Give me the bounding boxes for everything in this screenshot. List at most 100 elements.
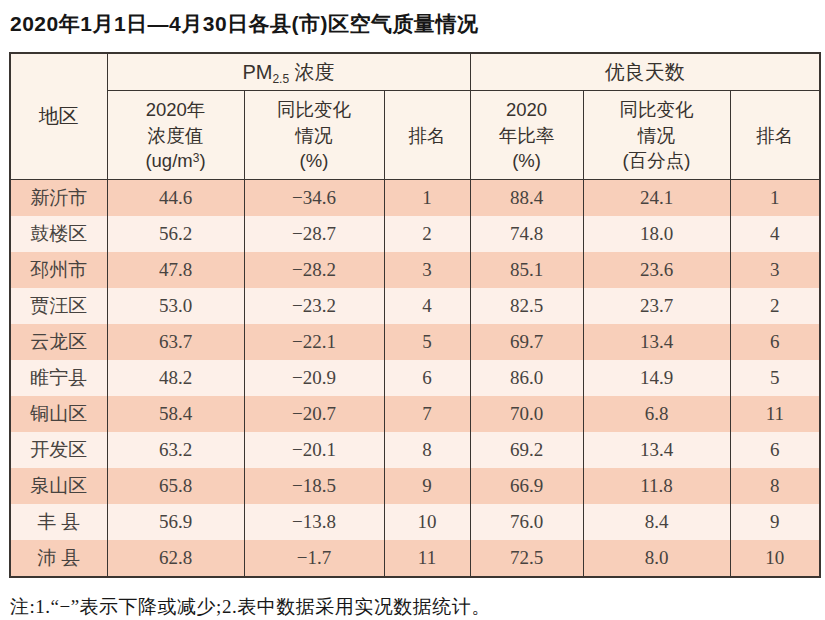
region-cell: 泉山区 xyxy=(10,468,107,504)
table-row: 沛 县 62.8 −1.7 11 72.5 8.0 10 xyxy=(10,540,820,577)
pm25-value-cell: 63.7 xyxy=(107,324,244,360)
header-line: 2020年 xyxy=(108,97,244,123)
pm25-change-cell: −18.5 xyxy=(244,468,384,504)
region-cell: 云龙区 xyxy=(10,324,107,360)
good-days-change-cell: 6.8 xyxy=(583,396,730,432)
good-days-rate-cell: 69.2 xyxy=(470,432,583,468)
region-cell: 睢宁县 xyxy=(10,360,107,396)
region-cell: 贾汪区 xyxy=(10,288,107,324)
pm25-change-cell: −20.7 xyxy=(244,396,384,432)
good-days-rank-cell: 9 xyxy=(730,504,820,540)
footnote: 注:1.“−”表示下降或减少;2.表中数据采用实况数据统计。 xyxy=(10,594,818,620)
table-row: 贾汪区 53.0 −23.2 4 82.5 23.7 2 xyxy=(10,288,820,324)
pm25-change-cell: −20.9 xyxy=(244,360,384,396)
good-days-change-cell: 23.6 xyxy=(583,252,730,288)
pm25-change-cell: −13.8 xyxy=(244,504,384,540)
good-days-rate-cell: 76.0 xyxy=(470,504,583,540)
table-row: 泉山区 65.8 −18.5 9 66.9 11.8 8 xyxy=(10,468,820,504)
pm25-label-suffix: 浓度 xyxy=(289,61,335,83)
table-row: 铜山区 58.4 −20.7 7 70.0 6.8 11 xyxy=(10,396,820,432)
good-days-change-cell: 8.0 xyxy=(583,540,730,577)
pm25-rank-cell: 3 xyxy=(384,252,470,288)
pm25-change-cell: −34.6 xyxy=(244,180,384,217)
good-days-rate-cell: 66.9 xyxy=(470,468,583,504)
good-days-rank-cell: 4 xyxy=(730,216,820,252)
table-row: 云龙区 63.7 −22.1 5 69.7 13.4 6 xyxy=(10,324,820,360)
page: 2020年1月1日—4月30日各县(市)区空气质量情况 地区 PM2.5 浓度 … xyxy=(0,0,825,620)
table-row: 开发区 63.2 −20.1 8 69.2 13.4 6 xyxy=(10,432,820,468)
good-days-rate-cell: 86.0 xyxy=(470,360,583,396)
pm25-subscript: 2.5 xyxy=(272,72,289,86)
header-line: (%) xyxy=(471,148,583,174)
pm25-change-cell: −28.2 xyxy=(244,252,384,288)
good-days-change-cell: 13.4 xyxy=(583,324,730,360)
header-line: 情况 xyxy=(245,123,384,149)
pm25-value-column-header: 2020年 浓度值 (ug/m3) xyxy=(107,91,244,180)
air-quality-table: 地区 PM2.5 浓度 优良天数 2020年 浓度值 (ug/m3) 同比变化 … xyxy=(9,52,821,578)
pm25-value-cell: 47.8 xyxy=(107,252,244,288)
header-line: (百分点) xyxy=(584,148,730,174)
pm25-rank-cell: 7 xyxy=(384,396,470,432)
pm25-change-cell: −28.7 xyxy=(244,216,384,252)
good-days-rank-cell: 10 xyxy=(730,540,820,577)
good-days-rate-cell: 70.0 xyxy=(470,396,583,432)
pm25-value-cell: 48.2 xyxy=(107,360,244,396)
pm25-change-cell: −20.1 xyxy=(244,432,384,468)
pm25-value-cell: 56.2 xyxy=(107,216,244,252)
good-days-rate-cell: 74.8 xyxy=(470,216,583,252)
pm25-rank-cell: 10 xyxy=(384,504,470,540)
header-line: 浓度值 xyxy=(108,123,244,149)
pm25-group-header: PM2.5 浓度 xyxy=(107,53,470,91)
good-days-rank-cell: 8 xyxy=(730,468,820,504)
pm25-rank-cell: 9 xyxy=(384,468,470,504)
good-days-change-cell: 13.4 xyxy=(583,432,730,468)
pm25-value-cell: 44.6 xyxy=(107,180,244,217)
page-title: 2020年1月1日—4月30日各县(市)区空气质量情况 xyxy=(10,10,818,37)
pm25-value-cell: 63.2 xyxy=(107,432,244,468)
good-days-rate-cell: 88.4 xyxy=(470,180,583,217)
pm25-change-cell: −1.7 xyxy=(244,540,384,577)
pm25-rank-cell: 8 xyxy=(384,432,470,468)
pm25-rank-column-header: 排名 xyxy=(384,91,470,180)
header-line: 年比率 xyxy=(471,123,583,149)
good-days-change-cell: 14.9 xyxy=(583,360,730,396)
region-cell: 丰 县 xyxy=(10,504,107,540)
good-days-change-cell: 24.1 xyxy=(583,180,730,217)
good-days-rate-column-header: 2020 年比率 (%) xyxy=(470,91,583,180)
pm25-rank-cell: 6 xyxy=(384,360,470,396)
good-days-rank-cell: 6 xyxy=(730,324,820,360)
region-cell: 开发区 xyxy=(10,432,107,468)
good-days-rank-cell: 3 xyxy=(730,252,820,288)
pm25-value-cell: 62.8 xyxy=(107,540,244,577)
pm25-rank-cell: 5 xyxy=(384,324,470,360)
good-days-rank-cell: 11 xyxy=(730,396,820,432)
pm25-value-cell: 65.8 xyxy=(107,468,244,504)
pm25-change-cell: −22.1 xyxy=(244,324,384,360)
table-header: 地区 PM2.5 浓度 优良天数 2020年 浓度值 (ug/m3) 同比变化 … xyxy=(10,53,820,180)
pm25-rank-cell: 1 xyxy=(384,180,470,217)
region-cell: 鼓楼区 xyxy=(10,216,107,252)
pm25-value-cell: 58.4 xyxy=(107,396,244,432)
header-line: 同比变化 xyxy=(245,97,384,123)
good-days-group-header: 优良天数 xyxy=(470,53,820,91)
unit-text: ) xyxy=(199,150,205,171)
good-days-change-cell: 11.8 xyxy=(583,468,730,504)
good-days-rank-cell: 2 xyxy=(730,288,820,324)
pm25-rank-cell: 11 xyxy=(384,540,470,577)
good-days-rank-column-header: 排名 xyxy=(730,91,820,180)
table-row: 鼓楼区 56.2 −28.7 2 74.8 18.0 4 xyxy=(10,216,820,252)
region-cell: 新沂市 xyxy=(10,180,107,217)
header-line: (%) xyxy=(245,148,384,174)
header-line: (ug/m3) xyxy=(108,148,244,174)
good-days-rate-cell: 72.5 xyxy=(470,540,583,577)
table-row: 邳州市 47.8 −28.2 3 85.1 23.6 3 xyxy=(10,252,820,288)
good-days-rank-cell: 1 xyxy=(730,180,820,217)
good-days-change-cell: 18.0 xyxy=(583,216,730,252)
pm25-label: PM xyxy=(242,61,272,83)
pm25-value-cell: 56.9 xyxy=(107,504,244,540)
header-group-row: 地区 PM2.5 浓度 优良天数 xyxy=(10,53,820,91)
pm25-rank-cell: 2 xyxy=(384,216,470,252)
good-days-change-cell: 23.7 xyxy=(583,288,730,324)
header-line: 同比变化 xyxy=(584,97,730,123)
pm25-change-cell: −23.2 xyxy=(244,288,384,324)
